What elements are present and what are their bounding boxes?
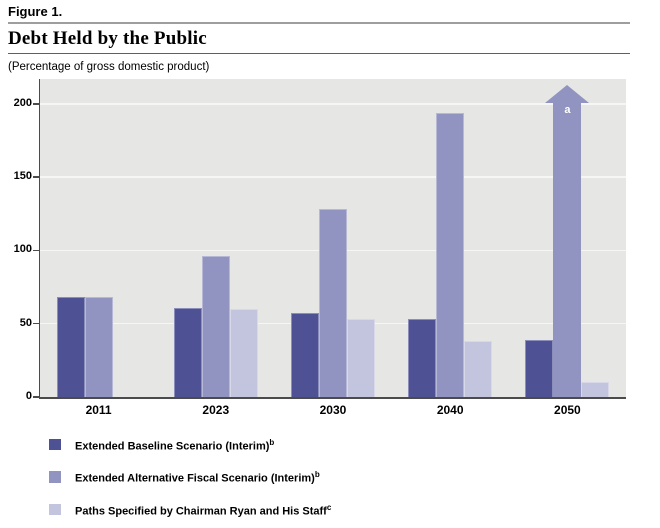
x-axis-label-2050: 2050 bbox=[554, 403, 581, 417]
legend-footnote-marker: b bbox=[314, 470, 320, 479]
offscale-arrow-footnote-label: a bbox=[564, 104, 571, 117]
bar-2040-alternative bbox=[436, 112, 465, 397]
gridline-150 bbox=[40, 176, 626, 178]
legend-series-name: Extended Alternative Fiscal Scenario (In… bbox=[75, 472, 315, 485]
y-tick-label-50: 50 bbox=[19, 316, 32, 329]
offscale-arrow-head-icon bbox=[545, 84, 590, 103]
x-axis-label-2011: 2011 bbox=[85, 403, 112, 417]
legend-swatch-ryan bbox=[49, 503, 61, 515]
y-tick-200 bbox=[32, 103, 39, 105]
bar-2050-ryan bbox=[581, 382, 610, 397]
bar-2050-baseline bbox=[525, 339, 554, 397]
bar-2040-baseline bbox=[408, 319, 437, 397]
figure-number-label: Figure 1. bbox=[8, 4, 63, 19]
y-tick-label-150: 150 bbox=[13, 170, 32, 183]
divider bbox=[8, 53, 630, 54]
bar-2011-baseline bbox=[56, 297, 85, 397]
y-axis bbox=[38, 79, 40, 399]
y-tick-50 bbox=[32, 322, 39, 325]
y-tick-label-200: 200 bbox=[13, 96, 32, 109]
x-axis-label-2030: 2030 bbox=[319, 403, 347, 417]
bar-2023-alternative bbox=[201, 256, 230, 397]
x-axis-label-2023: 2023 bbox=[202, 403, 230, 417]
legend-footnote-marker: b bbox=[269, 437, 275, 447]
bar-2030-alternative bbox=[319, 209, 347, 397]
y-tick-150 bbox=[32, 176, 39, 178]
bar-2030-baseline bbox=[291, 313, 319, 397]
legend-swatch-baseline bbox=[49, 438, 61, 450]
legend-label-baseline: Extended Baseline Scenario (Interim)b bbox=[75, 438, 274, 453]
bar-2023-baseline bbox=[173, 307, 202, 397]
y-tick-100 bbox=[32, 249, 39, 252]
bar-2030-ryan bbox=[347, 319, 375, 397]
legend-swatch-alternative bbox=[49, 471, 61, 483]
bar-2023-ryan bbox=[229, 309, 258, 397]
offscale-arrow-shaft-2050 bbox=[553, 103, 582, 397]
axis-units-label: (Percentage of gross domestic product) bbox=[8, 61, 210, 73]
gridline-200 bbox=[40, 103, 626, 105]
legend-series-name: Paths Specified by Chairman Ryan and His… bbox=[75, 505, 327, 518]
x-axis-label-2040: 2040 bbox=[436, 403, 464, 417]
page-title: Debt Held by the Public bbox=[8, 28, 207, 49]
bar-2040-ryan bbox=[464, 341, 493, 397]
legend-footnote-marker: c bbox=[326, 502, 332, 512]
y-tick-label-100: 100 bbox=[13, 243, 32, 256]
legend-label-ryan: Paths Specified by Chairman Ryan and His… bbox=[75, 503, 331, 518]
x-axis bbox=[38, 397, 626, 399]
y-tick-0 bbox=[32, 396, 39, 398]
legend-series-name: Extended Baseline Scenario (Interim) bbox=[75, 440, 270, 453]
bar-2011-alternative bbox=[84, 297, 113, 397]
divider bbox=[8, 22, 630, 24]
y-tick-label-0: 0 bbox=[25, 390, 32, 402]
legend-label-alternative: Extended Alternative Fiscal Scenario (In… bbox=[75, 470, 320, 485]
